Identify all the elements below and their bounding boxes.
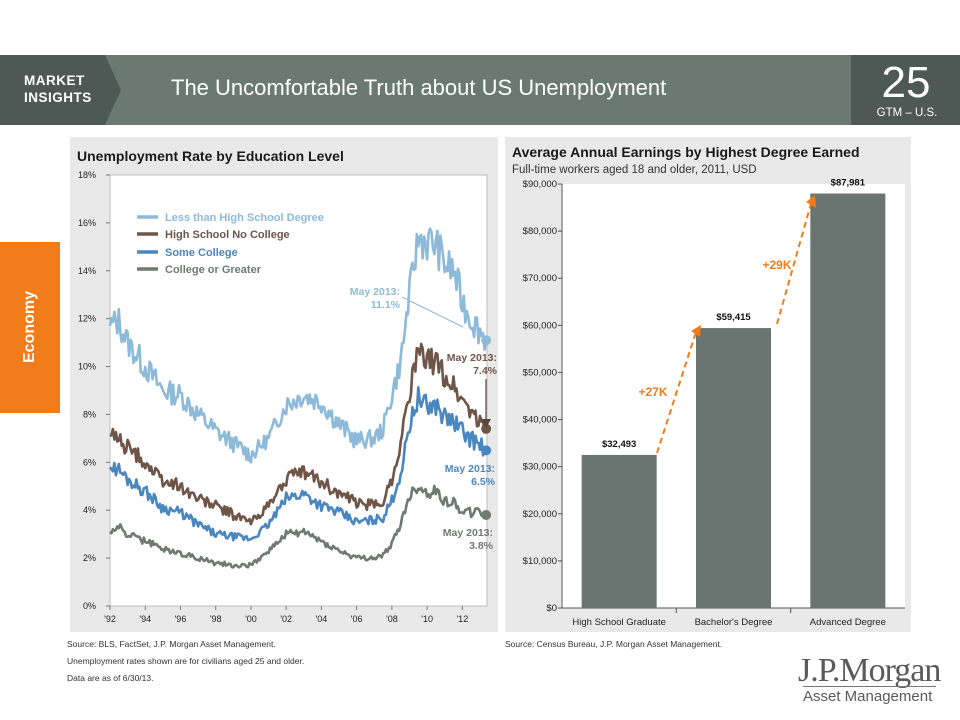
- asset-management-logo: Asset Management: [803, 686, 936, 705]
- endpoint-marker-hs-no-college: [481, 423, 492, 434]
- y-tick-label: $30,000: [523, 462, 557, 473]
- x-tick-label: '02: [280, 614, 292, 624]
- bar: [696, 328, 771, 608]
- brand-line-2: INSIGHTS: [24, 90, 92, 105]
- y-tick-label: $0: [546, 603, 557, 614]
- bar-value-label: $87,981: [831, 178, 866, 189]
- y-tick-label: 4%: [83, 505, 96, 515]
- annotation-less-than-hs-pointer: [401, 296, 464, 328]
- x-tick-label: '06: [351, 614, 363, 624]
- unemployment-chart: Unemployment Rate by Education Level 0% 2…: [77, 148, 498, 624]
- y-tick-label: $40,000: [523, 415, 557, 426]
- brand-line-1: MARKET: [24, 73, 85, 88]
- y-tick-label: 12%: [78, 314, 96, 324]
- delta-arrowhead-1: [691, 325, 701, 337]
- y-tick-label: $70,000: [523, 273, 557, 284]
- jpmorgan-logo: J.P.Morgan: [798, 652, 941, 689]
- badge-arrow: [105, 55, 121, 125]
- source-note-right: Source: Census Bureau, J.P. Morgan Asset…: [505, 639, 723, 649]
- x-category-label: Bachelor's Degree: [695, 617, 773, 628]
- annotation-less-than-hs-value: 11.1%: [371, 299, 401, 311]
- bar: [810, 193, 886, 609]
- market-insights-badge: MARKET INSIGHTS: [0, 55, 105, 125]
- chart-subtitle: Full-time workers aged 18 and older, 201…: [512, 164, 757, 176]
- y-tick-label: $80,000: [523, 226, 557, 237]
- x-tick-label: '98: [210, 614, 222, 624]
- delta-label-2: +29K: [762, 258, 791, 272]
- page-tag: GTM – U.S.: [876, 107, 938, 119]
- x-tick-label: '00: [245, 614, 257, 624]
- y-tick-label: 10%: [78, 362, 96, 372]
- delta-arrow-1: [656, 328, 698, 454]
- y-tick-label: 18%: [78, 170, 96, 180]
- delta-label-1: +27K: [638, 385, 667, 399]
- market-insights-label: MARKET INSIGHTS: [24, 72, 92, 106]
- chart-title: Average Annual Earnings by Highest Degre…: [512, 144, 860, 160]
- endpoint-marker-some-college: [481, 445, 492, 456]
- series-line-less-than-hs: [108, 227, 488, 464]
- x-category-label: Advanced Degree: [810, 617, 886, 628]
- series-line-college-or-greater: [109, 484, 487, 569]
- annotation-hs-no-college-value: 7.4%: [473, 365, 498, 377]
- chart-title: Unemployment Rate by Education Level: [77, 148, 344, 164]
- x-tick-label: '94: [139, 614, 151, 624]
- page-title: The Uncomfortable Truth about US Unemplo…: [171, 75, 667, 100]
- footnote-age: Unemployment rates shown are for civilia…: [67, 656, 305, 666]
- bar-value-label: $32,493: [602, 439, 636, 450]
- endpoint-marker-college-or-greater: [481, 510, 492, 521]
- y-tick-label: $50,000: [523, 367, 557, 378]
- x-tick-label: '10: [421, 614, 433, 624]
- legend-label-hs-no-college: High School No College: [165, 229, 290, 241]
- annotation-some-college-value: 6.5%: [471, 476, 496, 488]
- x-tick-label: '92: [104, 614, 116, 624]
- section-tab-economy[interactable]: Economy: [0, 242, 60, 413]
- x-tick-label: '08: [386, 614, 398, 624]
- y-tick-label: 0%: [83, 601, 96, 611]
- page-number: 25: [881, 58, 931, 107]
- y-tick-label: 14%: [78, 266, 96, 276]
- section-tab-label: Economy: [21, 290, 38, 364]
- y-tick-label: 2%: [83, 553, 96, 563]
- y-tick-label: $60,000: [523, 320, 557, 331]
- series-line-hs-no-college: [109, 342, 488, 526]
- annotation-less-than-hs-date: May 2013:: [350, 286, 400, 298]
- bar: [581, 454, 657, 608]
- y-tick-label: $20,000: [523, 509, 557, 520]
- x-tick-label: '96: [175, 614, 187, 624]
- page-number-box: [851, 55, 960, 125]
- x-tick-label: '12: [456, 614, 468, 624]
- annotation-some-college-date: May 2013:: [445, 463, 495, 475]
- legend-label-college-or-greater: College or Greater: [165, 264, 262, 276]
- y-tick-label: 16%: [78, 218, 96, 228]
- legend-label-less-than-hs: Less than High School Degree: [165, 212, 324, 224]
- header-bar: MARKET INSIGHTS The Uncomfortable Truth …: [0, 55, 960, 125]
- earnings-chart-panel: Average Annual Earnings by Highest Degre…: [505, 137, 911, 632]
- x-tick-label: '04: [316, 614, 328, 624]
- footnote-date: Data are as of 6/30/13.: [67, 673, 154, 683]
- y-tick-label: $90,000: [523, 179, 557, 190]
- delta-arrowhead-2: [806, 195, 816, 208]
- x-category-label: High School Graduate: [572, 617, 665, 628]
- annotation-hs-no-college-date: May 2013:: [447, 352, 497, 364]
- annotation-college-or-greater-date: May 2013:: [443, 527, 493, 539]
- legend-label-some-college: Some College: [165, 247, 238, 259]
- annotation-arrowhead: [481, 419, 491, 428]
- y-tick-label: 6%: [83, 457, 96, 467]
- y-tick-label: $10,000: [523, 556, 557, 567]
- source-note-left: Source: BLS, FactSet, J.P. Morgan Asset …: [67, 639, 276, 649]
- y-tick-label: 8%: [83, 409, 96, 419]
- earnings-chart: Average Annual Earnings by Highest Degre…: [512, 144, 905, 628]
- unemployment-chart-panel: Unemployment Rate by Education Level 0% 2…: [70, 137, 498, 632]
- delta-arrow-2: [776, 199, 813, 325]
- bar-value-label: $59,415: [716, 312, 751, 323]
- endpoint-marker-less-than-hs: [481, 335, 492, 346]
- annotation-college-or-greater-value: 3.8%: [469, 540, 494, 552]
- series-line-some-college: [108, 386, 487, 542]
